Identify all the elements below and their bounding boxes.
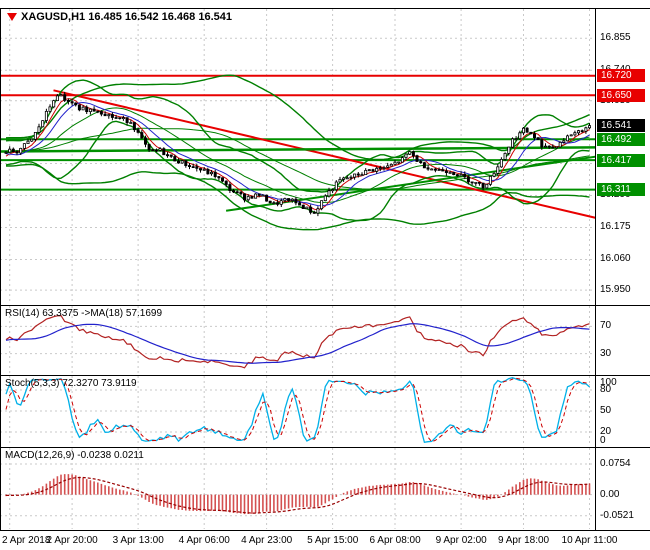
- price-level-badge: 16.492: [597, 132, 645, 146]
- separator-time-axis: [0, 530, 650, 531]
- price-tick-label: 16.855: [600, 32, 631, 44]
- time-axis-label: 3 Apr 13:00: [112, 535, 164, 546]
- time-axis-label: 4 Apr 06:00: [178, 535, 230, 546]
- macd-tick-label: 0.0754: [600, 458, 631, 470]
- chart-title: XAGUSD,H1 16.485 16.542 16.468 16.541: [7, 11, 232, 23]
- price-tick-label: 16.060: [600, 253, 631, 265]
- stochastic-indicator-label: Stoch(5,3,3) 72.3270 73.9119: [5, 378, 137, 389]
- stoch-tick-label: 80: [600, 384, 612, 395]
- rsi-tick-label: 70: [600, 320, 612, 332]
- price-axis[interactable]: [596, 8, 650, 530]
- price-level-badge: 16.650: [597, 88, 645, 102]
- rsi-tick-label: 30: [600, 347, 612, 359]
- macd-indicator-panel[interactable]: [0, 447, 595, 530]
- rsi-indicator-label: RSI(14) 63.3375 ->MA(18) 57.1699: [5, 308, 163, 319]
- current-price-badge: 16.541: [597, 119, 645, 133]
- red-down-arrow-icon: [7, 13, 17, 21]
- macd-indicator-label: MACD(12,26,9) -0.0238 0.0211: [5, 450, 144, 461]
- chart-border-left: [0, 8, 1, 530]
- price-tick-label: 15.950: [600, 284, 631, 296]
- stochastic-indicator-panel[interactable]: [0, 375, 595, 447]
- symbol-ohlc-text: XAGUSD,H1 16.485 16.542 16.468 16.541: [21, 11, 232, 23]
- time-axis-label: 9 Apr 18:00: [497, 535, 550, 546]
- time-axis-label: 6 Apr 08:00: [369, 535, 421, 546]
- time-axis-label: 4 Apr 23:00: [241, 535, 293, 546]
- price-level-badge: 16.311: [597, 183, 645, 197]
- time-axis-label: 2 Apr 2018: [2, 535, 51, 546]
- rsi-indicator-panel[interactable]: [0, 305, 595, 375]
- separator-stoch-macd[interactable]: [0, 447, 650, 448]
- stoch-tick-label: 20: [600, 426, 612, 437]
- time-axis-label: 2 Apr 20:00: [46, 535, 98, 546]
- price-tick-label: 16.175: [600, 221, 631, 233]
- price-level-badge: 16.720: [597, 69, 645, 83]
- macd-tick-label: -0.0521: [600, 509, 634, 521]
- macd-tick-label: 0.00: [600, 488, 620, 500]
- chart-border-top: [0, 8, 650, 9]
- separator-rsi-stoch[interactable]: [0, 375, 650, 376]
- separator-main-rsi[interactable]: [0, 305, 650, 306]
- time-axis-label: 9 Apr 02:00: [435, 535, 487, 546]
- stoch-tick-label: 50: [600, 405, 612, 416]
- time-axis-label: 10 Apr 11:00: [561, 535, 618, 546]
- price-axis-border: [595, 8, 596, 530]
- time-axis-label: 5 Apr 15:00: [307, 535, 359, 546]
- time-axis[interactable]: [0, 531, 650, 550]
- stoch-tick-label: 0: [600, 435, 606, 446]
- price-level-badge: 16.417: [597, 153, 645, 167]
- stoch-tick-label: 100: [600, 377, 617, 388]
- main-price-chart-canvas[interactable]: [0, 8, 595, 305]
